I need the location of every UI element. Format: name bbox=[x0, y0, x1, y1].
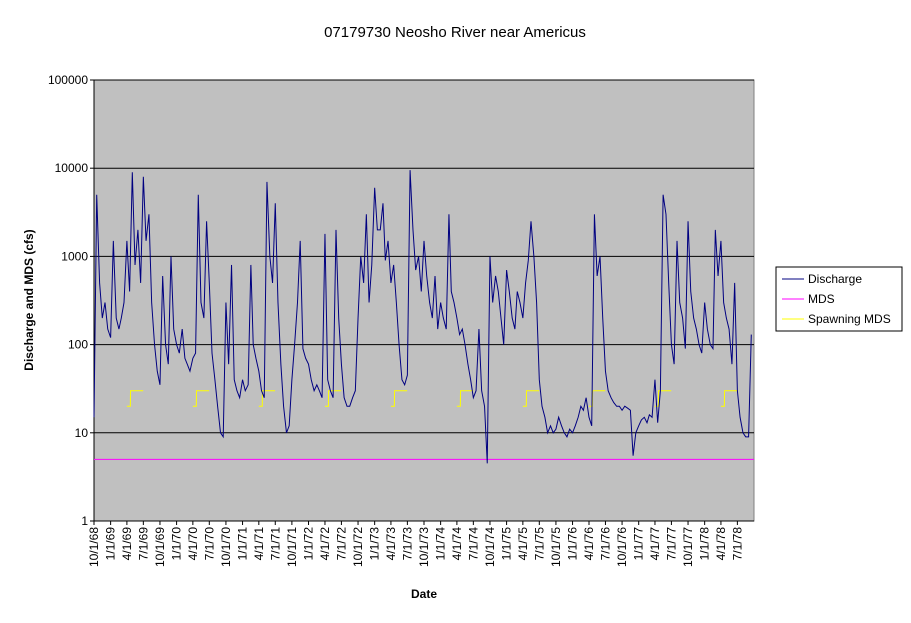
x-tick-label: 4/1/69 bbox=[120, 527, 134, 561]
x-tick-label: 10/1/75 bbox=[549, 527, 563, 567]
x-tick-label: 7/1/78 bbox=[730, 527, 744, 561]
x-axis-title: Date bbox=[411, 587, 437, 601]
x-tick-label: 7/1/70 bbox=[202, 527, 216, 561]
series-line bbox=[93, 170, 752, 464]
y-tick-label: 1000 bbox=[61, 249, 88, 263]
x-tick-label: 1/1/78 bbox=[698, 527, 712, 561]
x-tick-label: 7/1/76 bbox=[598, 527, 612, 561]
x-tick-label: 10/1/70 bbox=[219, 527, 233, 567]
x-tick-label: 1/1/76 bbox=[566, 527, 580, 561]
x-tick-label: 7/1/72 bbox=[334, 527, 348, 561]
y-tick-label: 10 bbox=[75, 426, 89, 440]
x-tick-label: 4/1/75 bbox=[516, 527, 530, 561]
x-tick-label: 1/1/70 bbox=[170, 527, 184, 561]
x-tick-label: 1/1/72 bbox=[302, 527, 316, 561]
y-tick-label: 100 bbox=[68, 338, 88, 352]
x-tick-label: 7/1/69 bbox=[136, 527, 150, 561]
legend-label: Spawning MDS bbox=[808, 312, 891, 326]
x-tick-label: 4/1/71 bbox=[252, 527, 266, 561]
x-tick-label: 7/1/71 bbox=[268, 527, 282, 561]
x-tick-label: 1/1/77 bbox=[632, 527, 646, 561]
chart-title: 07179730 Neosho River near Americus bbox=[324, 24, 586, 41]
x-tick-label: 1/1/73 bbox=[368, 527, 382, 561]
x-tick-label: 10/1/74 bbox=[483, 527, 497, 567]
y-axis-title: Discharge and MDS (cfs) bbox=[22, 229, 36, 370]
x-tick-label: 10/1/73 bbox=[417, 527, 431, 567]
x-tick-label: 1/1/74 bbox=[434, 527, 448, 561]
y-tick-label: 100000 bbox=[48, 73, 88, 87]
x-tick-label: 7/1/75 bbox=[532, 527, 546, 561]
x-tick-label: 10/1/77 bbox=[681, 527, 695, 567]
x-tick-label: 7/1/74 bbox=[466, 527, 480, 561]
x-tick-label: 4/1/70 bbox=[186, 527, 200, 561]
y-tick-label: 1 bbox=[81, 514, 88, 528]
x-tick-label: 10/1/76 bbox=[615, 527, 629, 567]
x-tick-label: 1/1/69 bbox=[104, 527, 118, 561]
x-tick-label: 4/1/78 bbox=[714, 527, 728, 561]
x-tick-label: 10/1/68 bbox=[87, 527, 101, 567]
x-tick-label: 7/1/73 bbox=[400, 527, 414, 561]
x-tick-label: 10/1/71 bbox=[285, 527, 299, 567]
plot-area bbox=[93, 79, 755, 522]
x-tick-label: 4/1/77 bbox=[648, 527, 662, 561]
x-tick-label: 1/1/71 bbox=[236, 527, 250, 561]
y-tick-label: 10000 bbox=[55, 161, 89, 175]
x-tick-label: 1/1/75 bbox=[500, 527, 514, 561]
x-tick-label: 4/1/74 bbox=[450, 527, 464, 561]
x-tick-label: 4/1/72 bbox=[318, 527, 332, 561]
x-tick-label: 10/1/69 bbox=[153, 527, 167, 567]
x-tick-label: 4/1/73 bbox=[384, 527, 398, 561]
x-tick-label: 4/1/76 bbox=[582, 527, 596, 561]
x-tick-label: 7/1/77 bbox=[664, 527, 678, 561]
legend-label: Discharge bbox=[808, 272, 862, 286]
x-tick-label: 10/1/72 bbox=[351, 527, 365, 567]
legend-label: MDS bbox=[808, 292, 835, 306]
